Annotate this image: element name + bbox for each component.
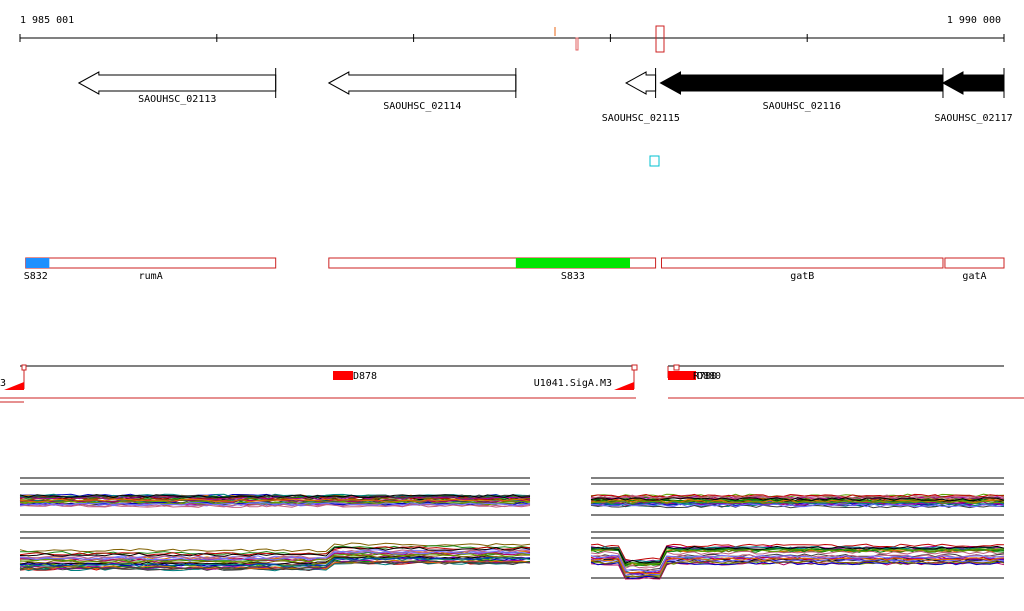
operon-box[interactable] xyxy=(660,257,944,269)
gene-arrow[interactable] xyxy=(327,71,517,95)
expression-trace xyxy=(19,494,531,499)
segment-label: S832 xyxy=(24,271,48,282)
feature-pin[interactable] xyxy=(21,364,27,371)
gene-label: SAOUHSC_02117 xyxy=(934,113,1012,124)
feature-block-r780[interactable] xyxy=(668,371,696,380)
expression-trace xyxy=(590,503,1005,508)
expression-trace xyxy=(590,553,1005,572)
gene-label: SAOUHSC_02113 xyxy=(138,94,216,105)
ruler-ticks xyxy=(19,34,1005,42)
gene-label: SAOUHSC_02114 xyxy=(383,101,461,112)
operon-box[interactable] xyxy=(25,257,277,269)
expression-trace xyxy=(590,493,1005,498)
ruler: 1 985 001 1 990 000 xyxy=(19,15,1005,53)
ruler-selection-marker[interactable] xyxy=(655,25,665,53)
promoter-triangle[interactable] xyxy=(614,382,634,390)
expression-trace xyxy=(19,550,531,561)
operon-label: gatA xyxy=(962,271,986,282)
ruler-marker xyxy=(575,37,579,51)
feature-label: U1041.SigA.M3 xyxy=(534,378,612,389)
expression-profiles xyxy=(19,477,1005,580)
promoter-triangle[interactable] xyxy=(4,382,24,390)
feature-label: R780 xyxy=(693,371,717,382)
operon-label: rumA xyxy=(139,271,163,282)
gene-label: SAOUHSC_02115 xyxy=(602,113,680,124)
operon-label: gatB xyxy=(790,271,814,282)
feature-pin[interactable] xyxy=(673,364,680,371)
gene-arrow[interactable] xyxy=(941,71,1005,95)
ruler-start-label: 1 985 001 xyxy=(20,15,74,26)
expression-trace xyxy=(19,494,531,499)
expression-trace xyxy=(590,497,1005,502)
expression-trace xyxy=(19,503,531,508)
expression-trace xyxy=(590,554,1005,572)
gene-label: SAOUHSC_02116 xyxy=(763,101,841,112)
operon-segment[interactable] xyxy=(515,258,631,268)
expression-trace xyxy=(590,560,1005,578)
expression-trace xyxy=(19,542,531,553)
gene-arrow[interactable] xyxy=(77,71,277,95)
ruler-marker xyxy=(554,27,556,36)
expression-trace xyxy=(19,498,531,503)
expression-trace xyxy=(590,548,1005,566)
operon-box[interactable] xyxy=(944,257,1005,269)
expression-trace xyxy=(590,561,1005,580)
expression-trace xyxy=(19,559,531,570)
feature-pin[interactable] xyxy=(631,364,638,371)
expression-trace xyxy=(19,546,531,557)
expression-trace xyxy=(590,545,1005,564)
expression-trace xyxy=(19,502,531,507)
gene-arrow[interactable] xyxy=(625,71,657,95)
operon-segment[interactable] xyxy=(25,258,50,268)
expression-trace xyxy=(590,550,1005,569)
expression-trace xyxy=(19,560,531,570)
expression-trace xyxy=(590,545,1005,564)
feature-block-d878[interactable] xyxy=(333,371,353,380)
expression-trace xyxy=(590,500,1005,505)
feature-track: 3 D878 U1041.SigA.M3 R780 D880 xyxy=(0,364,1024,403)
expression-trace xyxy=(19,557,531,568)
operon-box[interactable] xyxy=(328,257,657,269)
gene-track: SAOUHSC_02113 SAOUHSC_02114 SAOUHSC_02115 S… xyxy=(77,68,1013,124)
expression-trace xyxy=(590,543,1005,562)
cyan-marker[interactable] xyxy=(649,155,660,167)
expression-trace xyxy=(590,501,1005,507)
feature-label: 3 xyxy=(0,378,6,389)
expression-trace xyxy=(590,557,1005,575)
feature-label: D878 xyxy=(353,371,377,382)
segment-label: S833 xyxy=(561,271,585,282)
gene-arrow[interactable] xyxy=(659,71,944,95)
ruler-end-label: 1 990 000 xyxy=(947,15,1001,26)
operon-track: S832 rumA S833 gatB gatA xyxy=(24,257,1005,282)
feature-label: D880 xyxy=(697,371,721,382)
